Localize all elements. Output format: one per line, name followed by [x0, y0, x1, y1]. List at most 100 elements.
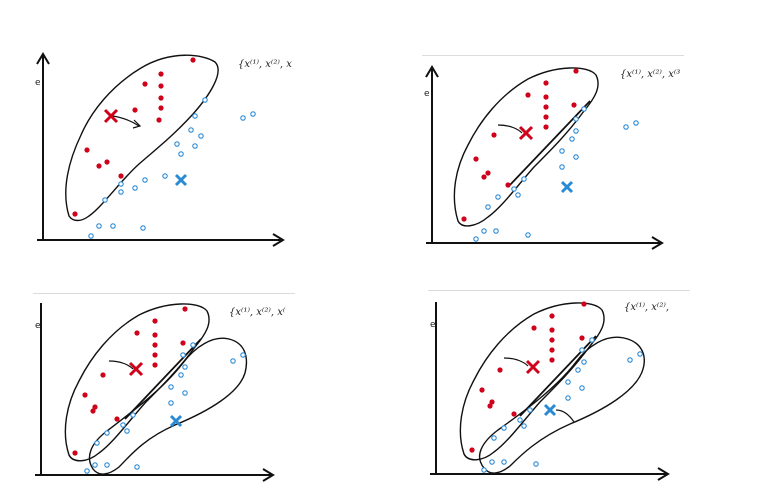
- red-data-point: [531, 325, 537, 331]
- red-data-point: [511, 411, 517, 417]
- red-data-point: [152, 318, 158, 324]
- red-data-point: [132, 107, 138, 113]
- training-set-label: {x⁽¹⁾, x⁽²⁾, x⁽: [229, 307, 286, 318]
- blue-x-centroid-icon: [169, 414, 183, 428]
- red-data-point: [114, 416, 120, 422]
- red-data-point: [96, 163, 102, 169]
- blue-data-point: [140, 225, 146, 231]
- blue-data-point: [565, 395, 571, 401]
- blue-data-point: [118, 189, 124, 195]
- blue-data-point: [569, 136, 575, 142]
- red-x-centroid-icon: [525, 359, 541, 375]
- red-data-point: [549, 337, 555, 343]
- red-data-point: [461, 216, 467, 222]
- blue-data-point: [162, 173, 168, 179]
- scatter-plot: [425, 65, 664, 250]
- red-data-point: [82, 392, 88, 398]
- red-data-point: [573, 68, 579, 74]
- blue-data-point: [579, 347, 585, 353]
- blue-data-point: [581, 106, 587, 112]
- blue-data-point: [168, 400, 174, 406]
- curved-arrow-icon: [503, 357, 529, 367]
- red-data-point: [543, 94, 549, 100]
- red-data-point: [158, 71, 164, 77]
- red-data-point: [180, 340, 186, 346]
- blue-x-centroid-icon: [560, 180, 574, 194]
- red-cluster-boundary: [453, 67, 599, 227]
- blue-data-point: [132, 185, 138, 191]
- red-data-point: [158, 95, 164, 101]
- blue-data-point: [517, 417, 523, 423]
- y-axis-mark: e: [424, 89, 430, 99]
- blue-data-point: [84, 468, 90, 474]
- y-axis-mark: e: [35, 78, 41, 88]
- blue-x-centroid-icon: [174, 173, 188, 187]
- panel-iteration-1: {x⁽¹⁾, x⁽²⁾, x e: [33, 40, 295, 250]
- red-data-point: [152, 342, 158, 348]
- arrowhead-icon: [132, 119, 142, 129]
- blue-data-point: [96, 223, 102, 229]
- blue-data-point: [182, 364, 188, 370]
- red-data-point: [571, 102, 577, 108]
- red-x-centroid-icon: [103, 108, 119, 124]
- training-set-label: {x⁽¹⁾, x⁽²⁾,: [624, 302, 670, 313]
- blue-data-point: [182, 390, 188, 396]
- blue-data-point: [521, 176, 527, 182]
- blue-data-point: [104, 462, 110, 468]
- red-data-point: [152, 332, 158, 338]
- blue-data-point: [142, 177, 148, 183]
- blue-data-point: [88, 233, 94, 239]
- blue-data-point: [188, 127, 194, 133]
- red-cluster-boundary: [64, 303, 210, 462]
- panel-background: [33, 293, 295, 488]
- red-data-point: [581, 301, 587, 307]
- blue-data-point: [491, 435, 497, 441]
- panel-top-border: [428, 290, 690, 291]
- red-data-point: [72, 211, 78, 217]
- red-data-point: [156, 117, 162, 123]
- red-data-point: [549, 327, 555, 333]
- red-data-point: [481, 174, 487, 180]
- curved-arrow-icon: [108, 360, 134, 370]
- red-points: [461, 68, 579, 222]
- red-data-point: [84, 147, 90, 153]
- blue-data-point: [579, 385, 585, 391]
- red-x-centroid-icon: [128, 361, 144, 377]
- blue-data-point: [174, 141, 180, 147]
- scatter-plot: [430, 301, 670, 481]
- red-x-centroid-icon: [518, 125, 534, 141]
- red-cluster-boundary: [65, 54, 219, 222]
- blue-data-point: [481, 228, 487, 234]
- red-data-point: [104, 159, 110, 165]
- red-data-point: [158, 105, 164, 111]
- decision-boundary: [124, 338, 202, 420]
- blue-data-point: [102, 197, 108, 203]
- blue-data-point: [521, 423, 527, 429]
- blue-data-point: [178, 151, 184, 157]
- red-data-point: [485, 170, 491, 176]
- panel-iteration-2: {x⁽¹⁾, x⁽²⁾, x⁽³ e: [422, 55, 684, 255]
- red-data-point: [92, 404, 98, 410]
- red-data-point: [543, 124, 549, 130]
- blue-x-centroid-icon: [543, 403, 557, 417]
- blue-data-point: [134, 464, 140, 470]
- blue-data-point: [230, 358, 236, 364]
- red-data-point: [190, 57, 196, 63]
- y-axis-mark: e: [430, 320, 436, 330]
- panel-iteration-3: {x⁽¹⁾, x⁽²⁾, x⁽ e: [33, 293, 295, 488]
- blue-data-point: [104, 430, 110, 436]
- decision-boundary: [519, 335, 597, 417]
- blue-data-point: [118, 181, 124, 187]
- blue-points: [473, 106, 639, 242]
- red-data-point: [152, 362, 158, 368]
- y-axis-mark: e: [35, 321, 41, 331]
- blue-data-point: [573, 154, 579, 160]
- red-data-point: [579, 335, 585, 341]
- red-data-point: [487, 403, 493, 409]
- red-data-point: [543, 114, 549, 120]
- blue-data-point: [481, 467, 487, 473]
- red-data-point: [90, 408, 96, 414]
- blue-data-point: [110, 223, 116, 229]
- blue-data-point: [493, 228, 499, 234]
- blue-data-point: [178, 372, 184, 378]
